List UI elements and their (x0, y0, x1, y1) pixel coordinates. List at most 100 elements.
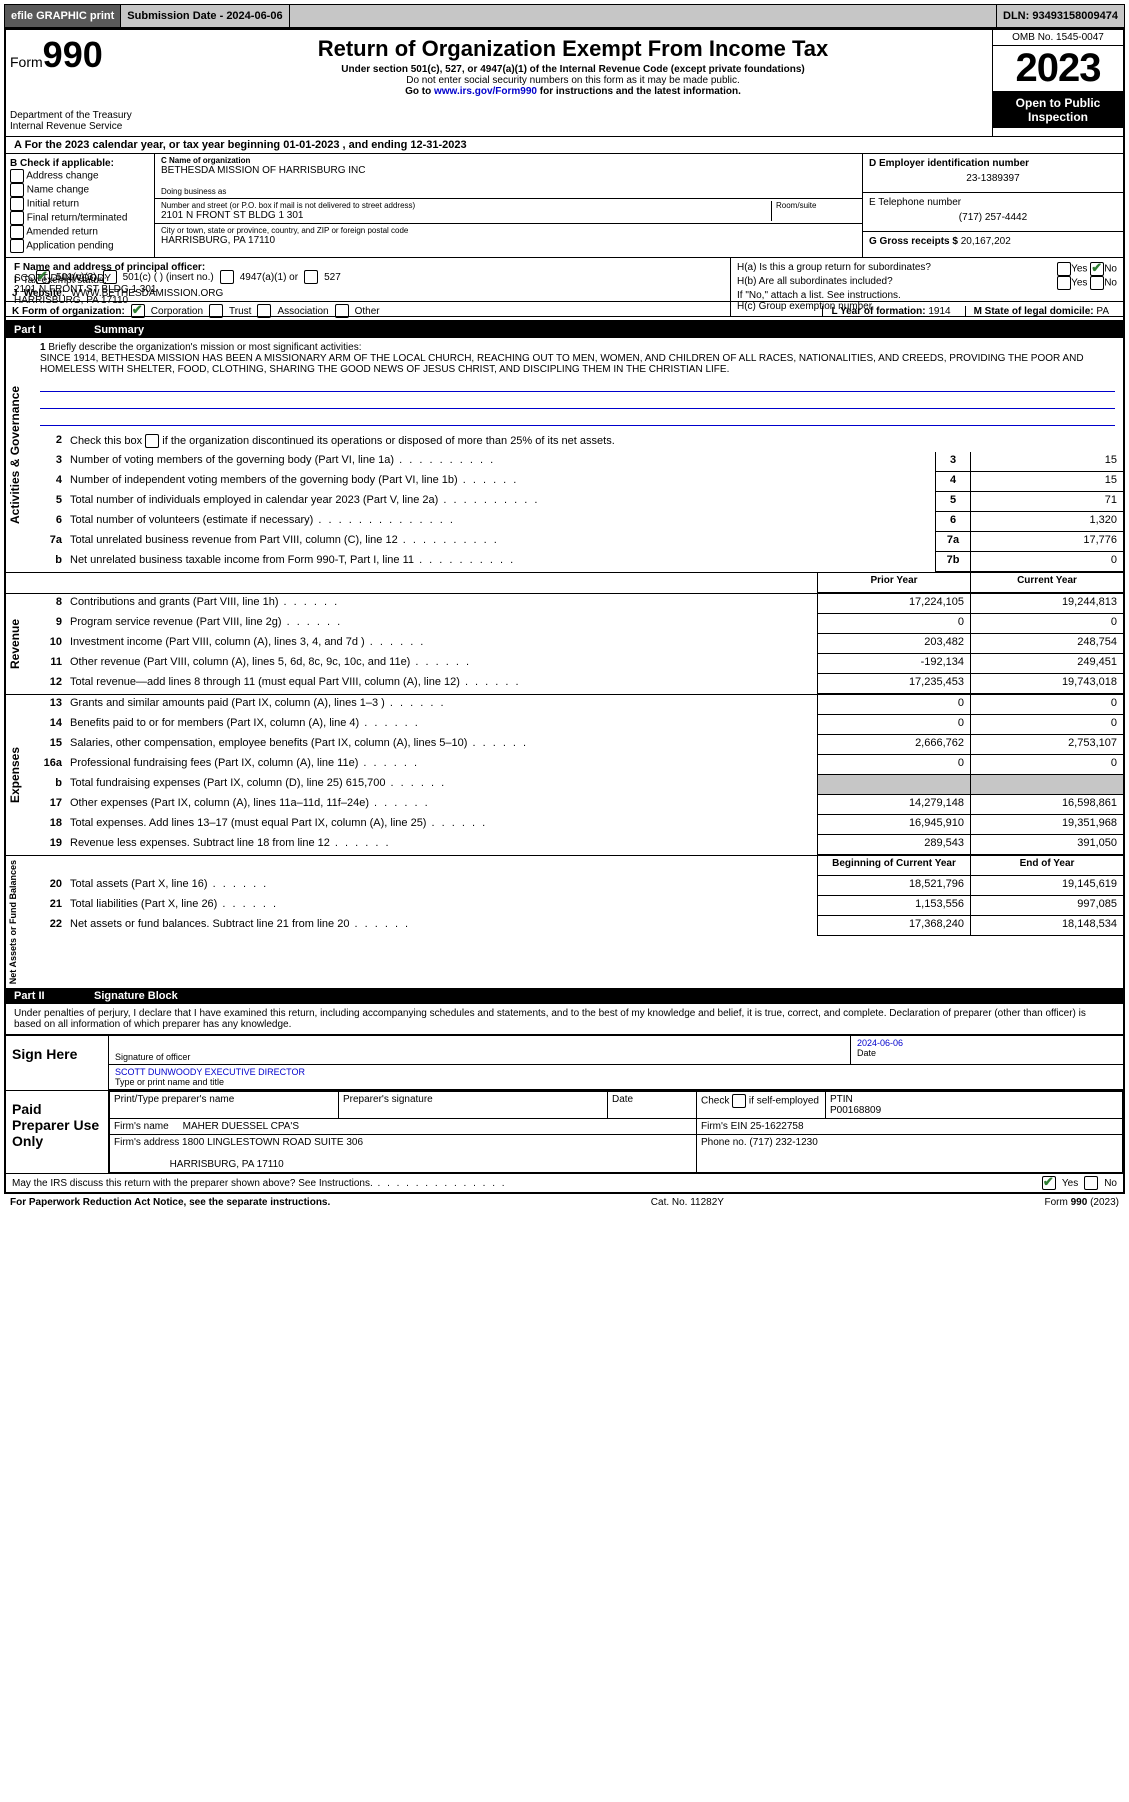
l7b-desc: Net unrelated business taxable income fr… (66, 552, 935, 572)
curr-val: 19,743,018 (970, 674, 1123, 694)
uline1 (40, 377, 1115, 392)
l6-desc: Total number of volunteers (estimate if … (66, 512, 935, 532)
sign-here-label: Sign Here (6, 1036, 109, 1090)
room-label: Room/suite (776, 201, 856, 210)
chk-trust[interactable] (209, 304, 223, 318)
city-label: City or town, state or province, country… (161, 226, 856, 235)
prior-val: 203,482 (817, 634, 970, 654)
chk-527[interactable] (304, 270, 318, 284)
line-9: 9Program service revenue (Part VIII, lin… (32, 614, 1123, 634)
chk-assoc[interactable] (257, 304, 271, 318)
box-d: D Employer identification number 23-1389… (863, 154, 1123, 193)
opt-assoc: Association (277, 306, 328, 317)
chk-pending[interactable] (10, 239, 24, 253)
rev-body: 8Contributions and grants (Part VIII, li… (32, 594, 1123, 694)
open-public: Open to Public Inspection (993, 92, 1123, 128)
opt-501c3: 501(c)(3) (56, 272, 97, 283)
chk-name[interactable] (10, 183, 24, 197)
desc: Professional fundraising fees (Part IX, … (66, 755, 817, 775)
uline3 (40, 411, 1115, 426)
h-b-label: H(b) Are all subordinates included? (737, 276, 893, 290)
h-b-note: If "No," attach a list. See instructions… (737, 290, 1117, 301)
desc: Total revenue—add lines 8 through 11 (mu… (66, 674, 817, 694)
prior-val: 1,153,556 (817, 896, 970, 916)
opt-amended: Amended return (26, 227, 98, 238)
desc: Grants and similar amounts paid (Part IX… (66, 695, 817, 715)
line-2: 2Check this box if the organization disc… (32, 432, 1123, 452)
curr-val: 19,351,968 (970, 815, 1123, 835)
firm-ein: 25-1622758 (750, 1121, 803, 1132)
no-label: No (1104, 264, 1117, 275)
curr-val: 0 (970, 695, 1123, 715)
chk-address[interactable] (10, 169, 24, 183)
chk-501c[interactable] (103, 270, 117, 284)
chk-discuss-yes[interactable] (1042, 1176, 1056, 1190)
chk-501c3[interactable] (36, 270, 50, 284)
row-a-tax-year: A For the 2023 calendar year, or tax yea… (6, 137, 1123, 154)
net-hdr-row: Net Assets or Fund Balances Beginning of… (6, 855, 1123, 988)
chk-ha-no[interactable] (1090, 262, 1104, 276)
state-label: M State of legal domicile: (974, 306, 1094, 317)
chk-hb-no[interactable] (1090, 276, 1104, 290)
header-sub1: Under section 501(c), 527, or 4947(a)(1)… (158, 64, 988, 75)
chk-amended[interactable] (10, 225, 24, 239)
website-label: Website: (24, 288, 66, 299)
addr-label: Number and street (or P.O. box if mail i… (161, 201, 771, 210)
gov-section: Activities & Governance 1 Briefly descri… (6, 338, 1123, 572)
chk-4947[interactable] (220, 270, 234, 284)
footer-right: Form 990 (2023) (1045, 1197, 1119, 1208)
prep-h1: Print/Type preparer's name (110, 1092, 339, 1119)
chk-initial[interactable] (10, 197, 24, 211)
chk-ha-yes[interactable] (1057, 262, 1071, 276)
line-15: 15Salaries, other compensation, employee… (32, 735, 1123, 755)
box-b-label: B Check if applicable: (10, 158, 150, 169)
chk-other[interactable] (335, 304, 349, 318)
sign-date[interactable]: 2024-06-06 (857, 1038, 903, 1048)
phone-value: (717) 257-4442 (869, 208, 1117, 227)
box-c: C Name of organization BETHESDA MISSION … (155, 154, 862, 257)
chk-final[interactable] (10, 211, 24, 225)
sign-date-label: Date (857, 1048, 876, 1058)
no-label2: No (1104, 278, 1117, 289)
curr-val (970, 775, 1123, 795)
chk-hb-yes[interactable] (1057, 276, 1071, 290)
dba-label: Doing business as (161, 187, 856, 196)
curr-val: 248,754 (970, 634, 1123, 654)
rev-vlabel: Revenue (6, 594, 32, 694)
net-rows: 20Total assets (Part X, line 16)18,521,7… (32, 876, 1123, 936)
prep-section: Paid Preparer Use Only Print/Type prepar… (6, 1090, 1123, 1173)
chk-selfemp[interactable] (732, 1094, 746, 1108)
gross-label: G Gross receipts $ (869, 236, 958, 247)
submission-date: Submission Date - 2024-06-06 (121, 5, 289, 27)
curr-val: 16,598,861 (970, 795, 1123, 815)
box-g: G Gross receipts $ 20,167,202 (863, 232, 1123, 251)
curr-val: 249,451 (970, 654, 1123, 674)
prior-val: 0 (817, 695, 970, 715)
header-right: OMB No. 1545-0047 2023 Open to Public In… (992, 30, 1123, 136)
begin-year-hdr: Beginning of Current Year (817, 856, 970, 876)
yes-label2: Yes (1071, 278, 1087, 289)
opt-other: Other (355, 306, 380, 317)
prior-val (817, 775, 970, 795)
part2-num: Part II (14, 990, 74, 1002)
line-22: 22Net assets or fund balances. Subtract … (32, 916, 1123, 936)
chk-line2[interactable] (145, 434, 159, 448)
gov-vlabel: Activities & Governance (6, 338, 32, 572)
addr-cell: Number and street (or P.O. box if mail i… (155, 199, 862, 224)
form-frame: Form990 Department of the Treasury Inter… (4, 28, 1125, 1194)
irs-link[interactable]: www.irs.gov/Form990 (434, 86, 537, 97)
sign-section: Sign Here Signature of officer 2024-06-0… (6, 1034, 1123, 1090)
line-21: 21Total liabilities (Part X, line 26)1,1… (32, 896, 1123, 916)
discuss-no: No (1104, 1178, 1117, 1189)
header-sub2: Do not enter social security numbers on … (158, 75, 988, 86)
chk-corp[interactable] (131, 304, 145, 318)
page-footer: For Paperwork Reduction Act Notice, see … (4, 1194, 1125, 1211)
officer-sig-name[interactable]: SCOTT DUNWOODY EXECUTIVE DIRECTOR (115, 1067, 305, 1077)
prep-h2: Preparer's signature (339, 1092, 608, 1119)
section-bcdeg: B Check if applicable: Address change Na… (6, 154, 1123, 257)
efile-btn[interactable]: efile GRAPHIC print (5, 5, 121, 27)
desc: Net assets or fund balances. Subtract li… (66, 916, 817, 936)
firm-addr-label: Firm's address (114, 1137, 179, 1148)
net-hdr: Beginning of Current Year End of Year (32, 856, 1123, 876)
chk-discuss-no[interactable] (1084, 1176, 1098, 1190)
